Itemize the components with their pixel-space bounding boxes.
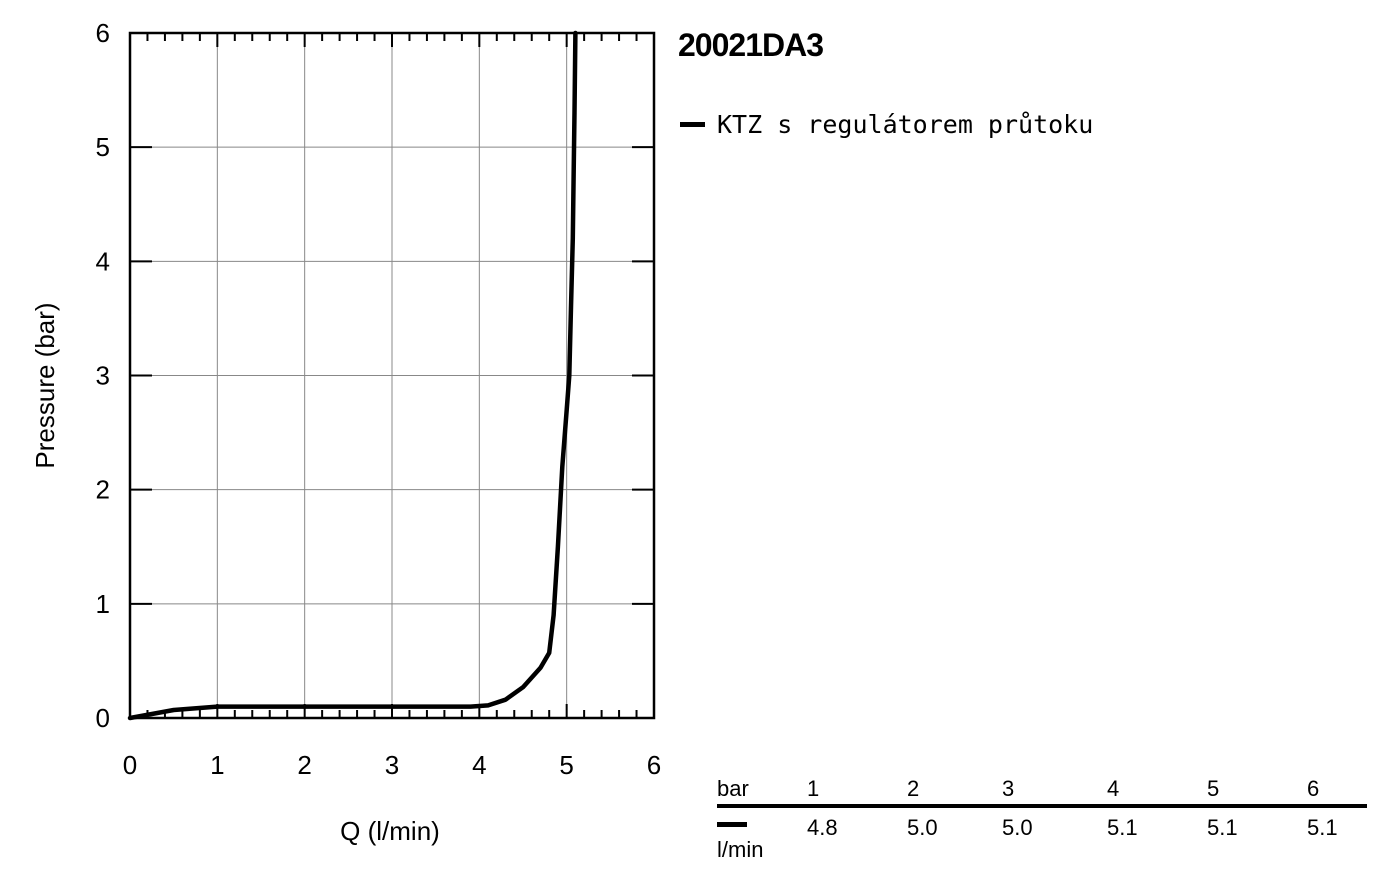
y-tick-label: 1 [96,589,110,619]
table-flow-cell: 5.1 [1307,815,1338,840]
x-tick-label: 5 [559,750,573,780]
x-tick-label: 6 [647,750,661,780]
x-tick-label: 0 [123,750,137,780]
product-title: 20021DA3 [678,27,824,63]
table-flow-cell: 5.0 [907,815,938,840]
series-line [127,30,578,721]
table-pressure-cell: 1 [807,776,820,801]
flow-pressure-chart: 0 1 2 3 4 5 6 0 1 2 3 4 5 6 Q (l/min) Pressure (bar) [30,18,661,846]
y-axis-label: Pressure (bar) [30,302,60,468]
y-tick-label: 6 [96,18,110,48]
table-flow-cell: 5.1 [1107,815,1138,840]
table-units-label: l/min [717,837,764,862]
x-tick-label: 4 [472,750,486,780]
table-header-row: bar 1 2 3 4 5 6 [717,776,1367,808]
table-flow-cell: 5.0 [1002,815,1033,840]
y-tick-label: 4 [96,246,110,276]
table-pressure-cell: 3 [1002,776,1015,801]
table-flow-cell: 5.1 [1207,815,1238,840]
table-header-label: bar [717,776,749,801]
legend: KTZ s regulátorem průtoku [680,110,1093,139]
y-tick-label: 2 [96,475,110,505]
y-tick-label: 5 [96,132,110,162]
legend-label: KTZ s regulátorem průtoku [717,110,1094,139]
table-pressure-cell: 6 [1307,776,1320,801]
legend-swatch [680,122,705,127]
y-tick-label: 0 [96,703,110,733]
y-tick-label: 3 [96,361,110,391]
x-tick-label: 2 [297,750,311,780]
table-pressure-cell: 2 [907,776,920,801]
table-series-swatch [717,822,747,827]
x-tick-label: 3 [385,750,399,780]
x-axis-label: Q (l/min) [340,816,440,846]
table-pressure-cell: 5 [1207,776,1220,801]
table-flow-cell: 4.8 [807,815,838,840]
plot-frame [128,31,656,720]
x-tick-label: 1 [210,750,224,780]
table-pressure-cell: 4 [1107,776,1120,801]
